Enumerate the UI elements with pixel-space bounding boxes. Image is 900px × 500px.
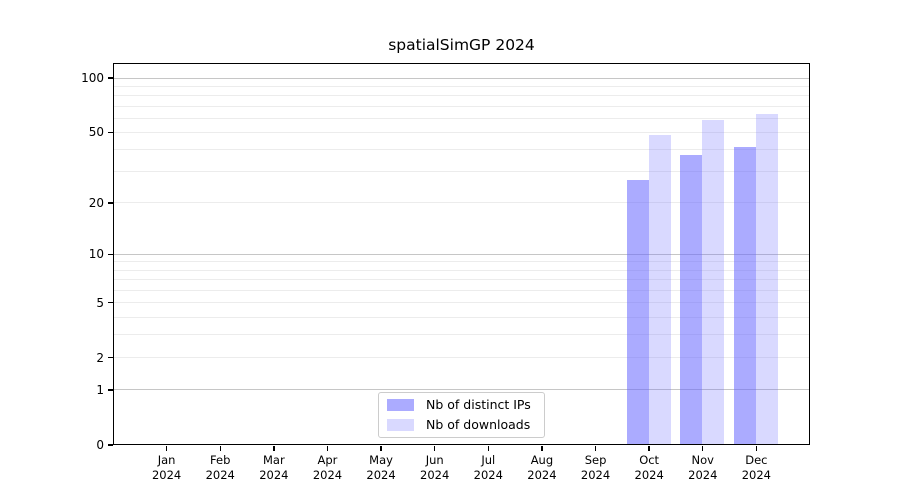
year-label: 2024 — [741, 468, 772, 482]
x-tick-label: Jun 2024 — [405, 453, 465, 483]
x-tick-label: Dec 2024 — [726, 453, 786, 483]
month-label: Jun — [425, 453, 444, 467]
minor-gridline — [114, 316, 809, 318]
y-tick-label: 2 — [96, 350, 104, 365]
minor-gridline — [114, 357, 809, 359]
x-tick — [648, 446, 650, 451]
y-tick-label: 0 — [96, 438, 104, 452]
year-label: 2024 — [688, 468, 718, 482]
bar-downloads — [702, 120, 725, 444]
minor-gridline — [114, 131, 809, 133]
y-tick — [108, 356, 113, 359]
y-tick — [108, 131, 113, 134]
year-label: 2024 — [473, 468, 503, 482]
month-label: Jul — [481, 453, 496, 467]
y-tick — [108, 77, 113, 79]
legend-entry-downloads: Nb of downloads — [379, 415, 544, 435]
y-tick-label: 100 — [81, 71, 104, 85]
minor-gridline — [114, 289, 809, 291]
x-tick — [541, 446, 543, 451]
chart-title: spatialSimGP 2024 — [388, 36, 535, 54]
year-label: 2024 — [205, 468, 235, 482]
minor-gridline — [114, 202, 809, 204]
x-tick-label: Mar 2024 — [244, 453, 304, 483]
year-label: 2024 — [420, 468, 450, 482]
month-label: Jan — [157, 453, 176, 467]
x-tick-label: Aug 2024 — [512, 453, 572, 483]
y-tick — [108, 389, 113, 391]
year-label: 2024 — [259, 468, 289, 482]
bar-distinct-ips — [733, 147, 756, 444]
decade-gridline — [114, 77, 809, 79]
x-tick — [755, 446, 758, 451]
legend-label-distinct-ips: Nb of distinct IPs — [426, 397, 531, 412]
x-tick-label: Sep 2024 — [566, 453, 626, 483]
x-tick — [702, 446, 704, 451]
y-tick-label: 1 — [96, 382, 104, 397]
x-tick-label: Apr 2024 — [297, 453, 357, 483]
minor-gridline — [114, 105, 809, 107]
minor-gridline — [114, 334, 809, 336]
x-tick — [433, 446, 436, 451]
legend-label-downloads: Nb of downloads — [426, 417, 531, 432]
bar-distinct-ips — [680, 155, 703, 444]
x-tick — [594, 446, 597, 451]
y-tick-label: 10 — [88, 247, 104, 262]
year-label: 2024 — [151, 468, 182, 482]
decade-gridline — [114, 389, 809, 391]
bar-downloads — [648, 135, 671, 444]
month-label: Dec — [745, 453, 768, 467]
month-label: Nov — [691, 453, 714, 467]
month-label: Feb — [210, 453, 231, 467]
plot-area — [113, 63, 810, 445]
x-tick — [487, 446, 489, 451]
month-label: Aug — [530, 453, 554, 467]
x-tick-label: Nov 2024 — [673, 453, 733, 483]
month-label: May — [369, 453, 393, 467]
year-label: 2024 — [366, 468, 396, 482]
month-label: Oct — [639, 453, 660, 467]
x-tick — [380, 446, 382, 451]
y-tick-label: 20 — [88, 195, 104, 210]
minor-gridline — [114, 171, 809, 173]
minor-gridline — [114, 117, 809, 119]
year-label: 2024 — [580, 468, 611, 482]
x-tick-label: Feb 2024 — [190, 453, 250, 483]
x-tick-label: Jan 2024 — [137, 453, 197, 483]
year-label: 2024 — [527, 468, 557, 482]
minor-gridline — [114, 279, 809, 281]
bar-distinct-ips — [626, 179, 649, 444]
month-label: Sep — [584, 453, 607, 467]
downloads-swatch — [387, 419, 414, 431]
minor-gridline — [114, 269, 809, 271]
minor-gridline — [114, 261, 809, 263]
y-tick — [108, 444, 113, 446]
x-tick-label: Jul 2024 — [458, 453, 518, 483]
minor-gridline — [114, 149, 809, 151]
x-tick — [165, 446, 168, 451]
x-tick — [326, 446, 329, 451]
y-tick-label: 50 — [88, 125, 104, 140]
y-tick-label: 5 — [96, 295, 104, 310]
month-label: Mar — [262, 453, 285, 467]
year-label: 2024 — [312, 468, 343, 482]
y-tick — [108, 202, 113, 204]
distinct-ips-swatch — [387, 399, 414, 411]
x-tick-label: May 2024 — [351, 453, 411, 483]
decade-gridline — [114, 253, 809, 255]
legend: Nb of distinct IPs Nb of downloads — [378, 392, 545, 438]
x-tick-label: Oct 2024 — [619, 453, 679, 483]
x-tick — [219, 446, 221, 451]
bar-downloads — [755, 113, 778, 444]
y-tick — [108, 301, 113, 304]
minor-gridline — [114, 302, 809, 304]
x-tick — [273, 446, 275, 451]
year-label: 2024 — [634, 468, 664, 482]
minor-gridline — [114, 95, 809, 97]
y-tick — [108, 253, 113, 255]
legend-entry-distinct-ips: Nb of distinct IPs — [379, 395, 544, 415]
month-label: Apr — [317, 453, 338, 467]
minor-gridline — [114, 85, 809, 87]
